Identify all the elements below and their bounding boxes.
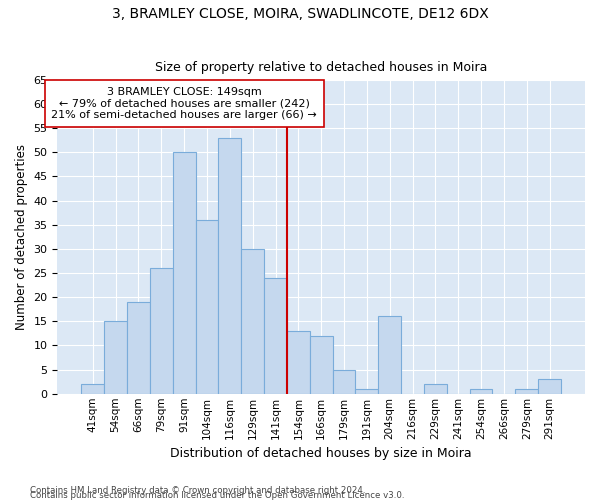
Bar xyxy=(104,322,127,394)
Bar xyxy=(218,138,241,394)
Bar xyxy=(424,384,447,394)
Bar xyxy=(150,268,173,394)
Text: Contains HM Land Registry data © Crown copyright and database right 2024.: Contains HM Land Registry data © Crown c… xyxy=(30,486,365,495)
Bar xyxy=(538,380,561,394)
Bar xyxy=(82,384,104,394)
Text: 3, BRAMLEY CLOSE, MOIRA, SWADLINCOTE, DE12 6DX: 3, BRAMLEY CLOSE, MOIRA, SWADLINCOTE, DE… xyxy=(112,8,488,22)
Bar xyxy=(310,336,332,394)
Bar xyxy=(127,302,150,394)
Bar xyxy=(264,278,287,394)
Bar xyxy=(241,249,264,394)
Title: Size of property relative to detached houses in Moira: Size of property relative to detached ho… xyxy=(155,62,487,74)
Bar xyxy=(173,152,196,394)
Bar xyxy=(515,389,538,394)
Text: Contains public sector information licensed under the Open Government Licence v3: Contains public sector information licen… xyxy=(30,490,404,500)
Bar xyxy=(287,331,310,394)
X-axis label: Distribution of detached houses by size in Moira: Distribution of detached houses by size … xyxy=(170,447,472,460)
Y-axis label: Number of detached properties: Number of detached properties xyxy=(15,144,28,330)
Bar xyxy=(196,220,218,394)
Bar xyxy=(379,316,401,394)
Text: 3 BRAMLEY CLOSE: 149sqm
← 79% of detached houses are smaller (242)
21% of semi-d: 3 BRAMLEY CLOSE: 149sqm ← 79% of detache… xyxy=(51,87,317,120)
Bar xyxy=(355,389,379,394)
Bar xyxy=(470,389,493,394)
Bar xyxy=(332,370,355,394)
